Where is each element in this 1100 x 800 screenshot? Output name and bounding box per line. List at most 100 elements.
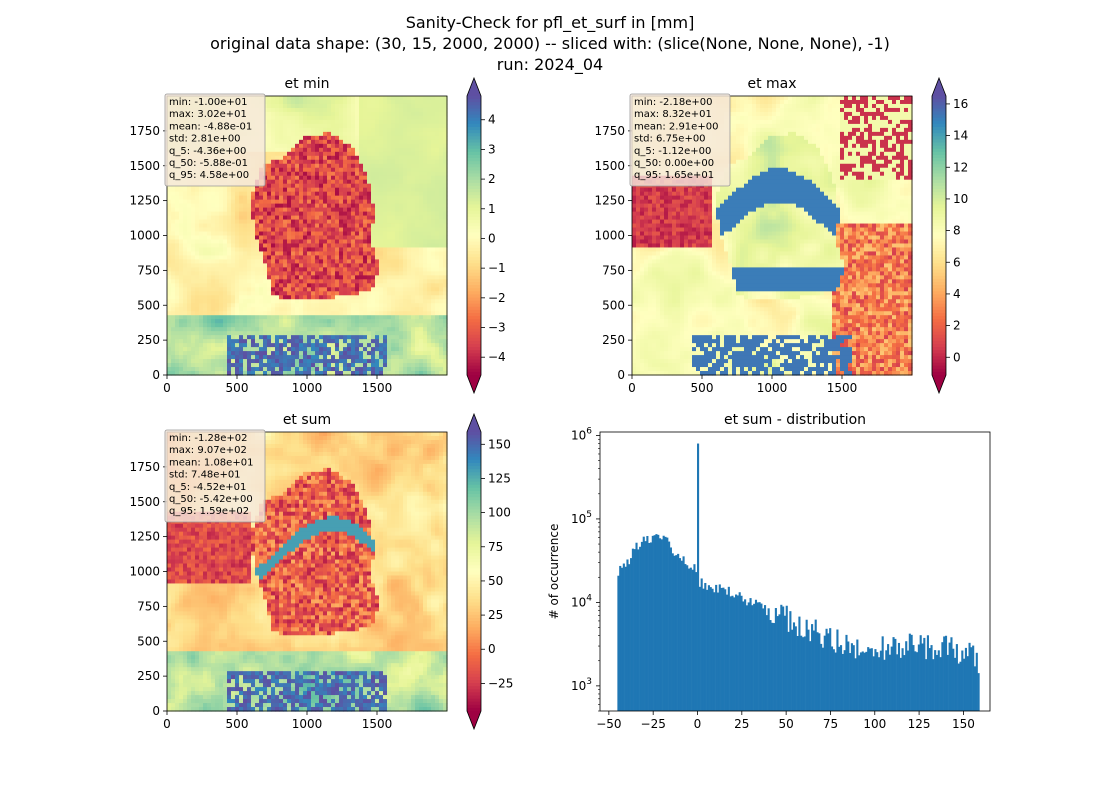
heatmap-cell (323, 331, 328, 336)
heatmap-cell (411, 135, 416, 141)
heatmap-cell (387, 191, 392, 197)
heatmap-cell (343, 275, 348, 280)
heatmap-cell (431, 335, 436, 340)
heatmap-cell (255, 255, 260, 261)
heatmap-cell (183, 251, 188, 257)
heatmap-cell (187, 207, 192, 213)
heatmap-cell (295, 127, 300, 133)
heatmap-cell (243, 331, 248, 336)
heatmap-cell (335, 319, 340, 324)
heatmap-cell (267, 355, 272, 360)
colorbar-segment (467, 120, 481, 125)
heatmap-cell (423, 147, 428, 153)
heatmap-cell (335, 299, 340, 304)
heatmap-cell (283, 99, 288, 105)
heatmap-cell (443, 359, 448, 364)
colorbar-segment (467, 108, 481, 113)
heatmap-cell (379, 283, 384, 288)
heatmap-cell (223, 299, 228, 304)
heatmap-cell (215, 359, 220, 364)
heatmap-cell (215, 335, 220, 340)
heatmap-cell (335, 287, 340, 292)
heatmap-cell (423, 167, 428, 173)
heatmap-cell (267, 115, 272, 121)
heatmap-cell (379, 191, 384, 197)
colorbar-segment (467, 226, 481, 230)
heatmap-cell (427, 343, 432, 348)
heatmap-cell (339, 231, 344, 237)
heatmap-cell (387, 259, 392, 264)
heatmap-cell (375, 283, 380, 288)
heatmap-cell (271, 243, 276, 249)
heatmap-cell (439, 107, 444, 113)
heatmap-cell (319, 239, 324, 245)
heatmap-cell (223, 303, 228, 308)
heatmap-cell (271, 279, 276, 284)
heatmap-cell (367, 123, 372, 129)
heatmap-cell (307, 319, 312, 324)
heatmap-cell (343, 323, 348, 328)
heatmap-cell (243, 271, 248, 276)
heatmap-cell (375, 167, 380, 173)
heatmap-cell (335, 331, 340, 336)
heatmap-cell (255, 291, 260, 296)
heatmap-cell (411, 199, 416, 205)
heatmap-cell (359, 371, 364, 376)
heatmap-cell (423, 283, 428, 288)
heatmap-cell (307, 187, 312, 193)
heatmap-cell (299, 247, 304, 253)
heatmap-cell (419, 183, 424, 189)
heatmap-cell (331, 223, 336, 229)
heatmap-cell (219, 219, 224, 225)
colorbar-segment (467, 254, 481, 258)
heatmap-cell (319, 179, 324, 185)
heatmap-cell (439, 347, 444, 352)
heatmap-cell (387, 131, 392, 137)
heatmap-cell (187, 367, 192, 372)
heatmap-cell (343, 259, 348, 264)
heatmap-cell (187, 223, 192, 229)
heatmap-cell (439, 215, 444, 221)
heatmap-cell (211, 231, 216, 237)
heatmap-cell (323, 143, 328, 149)
heatmap-cell (423, 263, 428, 268)
heatmap-cell (235, 315, 240, 320)
heatmap-cell (347, 131, 352, 137)
heatmap-cell (251, 319, 256, 324)
heatmap-cell (419, 287, 424, 292)
heatmap-cell (415, 131, 420, 137)
heatmap-cell (207, 335, 212, 340)
heatmap-cell (291, 143, 296, 149)
heatmap-cell (211, 187, 216, 193)
heatmap-cell (211, 219, 216, 225)
heatmap-cell (283, 191, 288, 197)
heatmap-cell (343, 371, 348, 376)
heatmap-cell (359, 299, 364, 304)
colorbar-segment (467, 238, 481, 243)
heatmap-cell (435, 199, 440, 205)
heatmap-cell (279, 295, 284, 300)
heatmap-cell (247, 355, 252, 360)
heatmap-cell (367, 291, 372, 296)
heatmap-cell (351, 159, 356, 165)
heatmap-cell (415, 223, 420, 229)
heatmap-cell (339, 239, 344, 245)
heatmap-cell (227, 327, 232, 332)
heatmap-cell (303, 147, 308, 153)
heatmap-cell (287, 107, 292, 113)
heatmap-cell (359, 147, 364, 153)
heatmap-cell (299, 115, 304, 121)
heatmap-cell (291, 175, 296, 181)
heatmap-cell (351, 303, 356, 308)
heatmap-cell (443, 247, 448, 253)
heatmap-cell (283, 331, 288, 336)
heatmap-cell (183, 291, 188, 296)
heatmap-cell (167, 279, 172, 284)
heatmap-cell (175, 211, 180, 217)
heatmap-cell (343, 351, 348, 356)
heatmap-cell (299, 311, 304, 316)
heatmap-cell (367, 195, 372, 201)
heatmap-cell (379, 151, 384, 157)
heatmap-cell (379, 115, 384, 121)
